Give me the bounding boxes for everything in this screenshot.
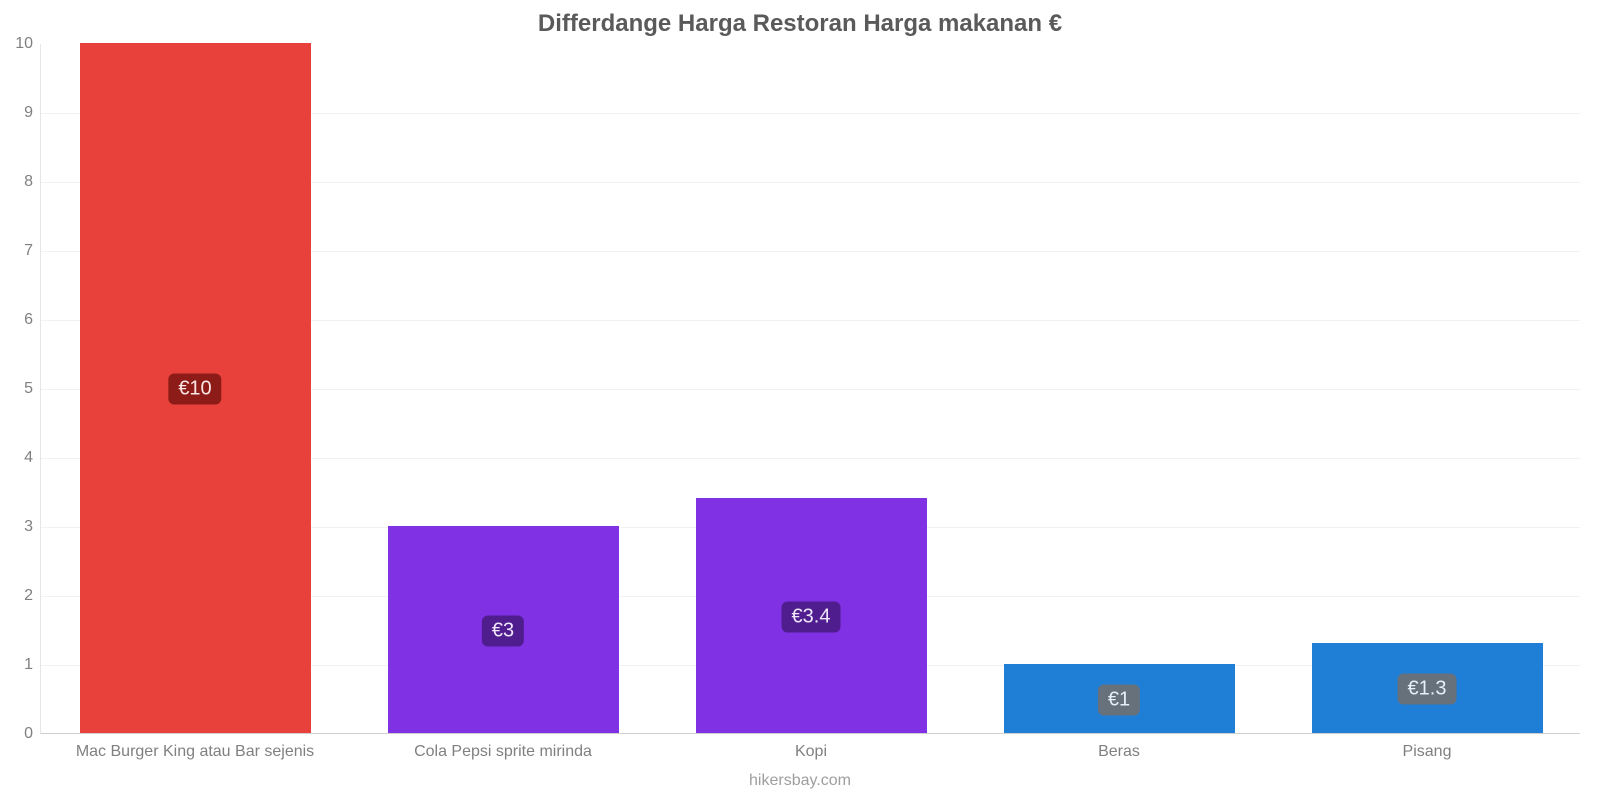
chart-credit: hikersbay.com	[0, 772, 1600, 790]
bar-value-label: €10	[168, 374, 221, 405]
y-tick-label: 9	[24, 104, 41, 122]
plot-area: 012345678910€10Mac Burger King atau Bar …	[40, 44, 1580, 734]
x-tick-label: Mac Burger King atau Bar sejenis	[76, 733, 314, 761]
y-tick-label: 2	[24, 587, 41, 605]
bar-value-label: €1.3	[1398, 674, 1457, 705]
y-tick-label: 5	[24, 380, 41, 398]
y-tick-label: 3	[24, 518, 41, 536]
x-tick-label: Kopi	[795, 733, 827, 761]
x-tick-label: Cola Pepsi sprite mirinda	[414, 733, 592, 761]
bar-chart: Differdange Harga Restoran Harga makanan…	[0, 0, 1600, 800]
bar-value-label: €1	[1098, 684, 1140, 715]
bar-value-label: €3.4	[782, 601, 841, 632]
chart-title: Differdange Harga Restoran Harga makanan…	[0, 10, 1600, 38]
y-tick-label: 0	[24, 725, 41, 743]
x-tick-label: Pisang	[1403, 733, 1452, 761]
y-tick-label: 4	[24, 449, 41, 467]
y-tick-label: 10	[15, 35, 41, 53]
y-tick-label: 7	[24, 242, 41, 260]
y-tick-label: 1	[24, 656, 41, 674]
y-tick-label: 8	[24, 173, 41, 191]
x-tick-label: Beras	[1098, 733, 1140, 761]
y-tick-label: 6	[24, 311, 41, 329]
bar-value-label: €3	[482, 615, 524, 646]
